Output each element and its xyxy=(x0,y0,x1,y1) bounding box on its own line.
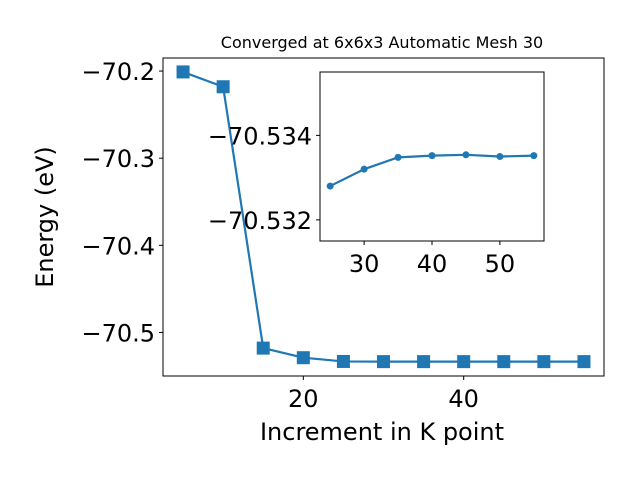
main-data-point xyxy=(377,355,390,369)
main-data-point xyxy=(296,351,310,365)
inset-data-point xyxy=(530,152,538,160)
chart-title: Converged at 6x6x3 Automatic Mesh 30 xyxy=(221,33,543,52)
main-data-point xyxy=(497,355,511,369)
y-axis-label: Energy (eV) xyxy=(31,146,59,288)
main-frame xyxy=(162,57,605,377)
main-y-tick-label: −70.5 xyxy=(81,319,155,347)
main-x-tick-label: 40 xyxy=(448,385,479,413)
main-data-point xyxy=(457,355,471,369)
inset-series-line xyxy=(329,153,534,188)
main-y-tick-label: −70.3 xyxy=(81,145,155,173)
inset-data-point xyxy=(462,151,470,159)
inset-x-tick-label: 30 xyxy=(349,250,380,278)
main-data-point xyxy=(537,355,551,369)
inset-data-point xyxy=(326,182,334,190)
inset-y-tick-label: −70.534 xyxy=(208,122,312,150)
main-data-point xyxy=(256,341,270,355)
main-data-point xyxy=(577,355,591,369)
inset-x-tick-label: 40 xyxy=(417,250,448,278)
inset-plot: 30 40 50 −70.534 −70.532 xyxy=(208,71,545,278)
main-x-tick-label: 20 xyxy=(288,385,319,413)
inset-data-point xyxy=(360,165,368,173)
main-data-point xyxy=(417,355,431,369)
main-data-point xyxy=(176,65,190,79)
x-axis-label: Increment in K point xyxy=(260,418,504,446)
inset-data-point xyxy=(496,153,504,160)
main-plot: 20 40 −70.2 −70.3 −70.4 −70.5 xyxy=(81,57,605,413)
inset-data-point xyxy=(394,153,402,161)
main-y-tick-label: −70.2 xyxy=(81,58,155,86)
inset-data-point xyxy=(428,152,436,160)
main-data-point xyxy=(216,80,230,94)
inset-y-tick-label: −70.532 xyxy=(208,207,312,235)
inset-x-tick-label: 50 xyxy=(485,250,516,278)
main-data-point xyxy=(336,354,350,368)
main-y-tick-label: −70.4 xyxy=(81,232,155,260)
